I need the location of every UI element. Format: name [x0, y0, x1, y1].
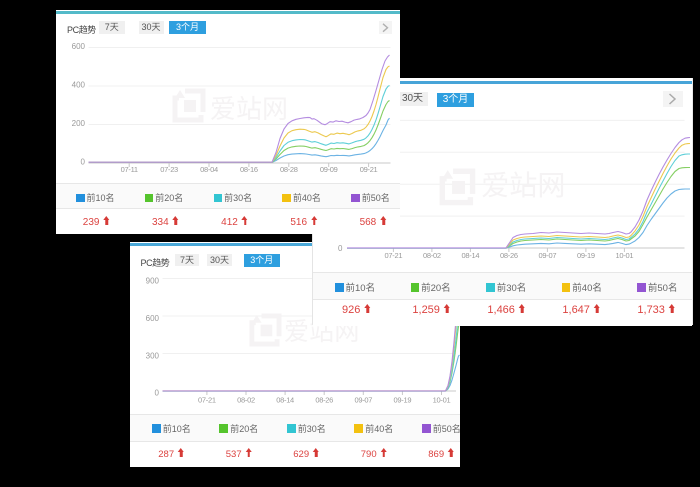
svg-text:900: 900	[145, 277, 159, 286]
svg-text:600: 600	[145, 314, 159, 323]
svg-text:09-09: 09-09	[320, 165, 338, 174]
svg-text:09-07: 09-07	[539, 251, 557, 260]
svg-text:09-19: 09-19	[577, 251, 595, 260]
svg-text:10-01: 10-01	[616, 251, 634, 260]
svg-text:0: 0	[338, 244, 343, 253]
svg-text:10-01: 10-01	[432, 396, 450, 405]
svg-text:600: 600	[72, 42, 86, 51]
svg-text:08-16: 08-16	[240, 165, 258, 174]
svg-text:0: 0	[81, 157, 86, 166]
svg-text:09-21: 09-21	[360, 165, 378, 174]
svg-text:07-21: 07-21	[385, 251, 403, 260]
svg-text:爱站网: 爱站网	[210, 94, 288, 124]
svg-text:400: 400	[72, 80, 86, 89]
svg-text:08-26: 08-26	[315, 396, 333, 405]
svg-text:200: 200	[72, 119, 86, 128]
svg-text:08-26: 08-26	[500, 251, 518, 260]
svg-text:08-14: 08-14	[276, 396, 294, 405]
svg-text:08-04: 08-04	[200, 165, 218, 174]
svg-text:07-11: 07-11	[121, 165, 138, 174]
svg-text:爱站网: 爱站网	[481, 170, 565, 201]
svg-text:300: 300	[145, 352, 159, 361]
svg-text:09-19: 09-19	[393, 396, 411, 405]
svg-text:09-07: 09-07	[354, 396, 372, 405]
svg-text:08-02: 08-02	[423, 251, 441, 260]
svg-text:07-23: 07-23	[160, 165, 178, 174]
svg-text:08-14: 08-14	[462, 251, 480, 260]
svg-text:08-28: 08-28	[280, 165, 298, 174]
svg-text:07-21: 07-21	[198, 396, 216, 405]
svg-text:08-02: 08-02	[237, 396, 255, 405]
svg-text:0: 0	[154, 389, 159, 398]
